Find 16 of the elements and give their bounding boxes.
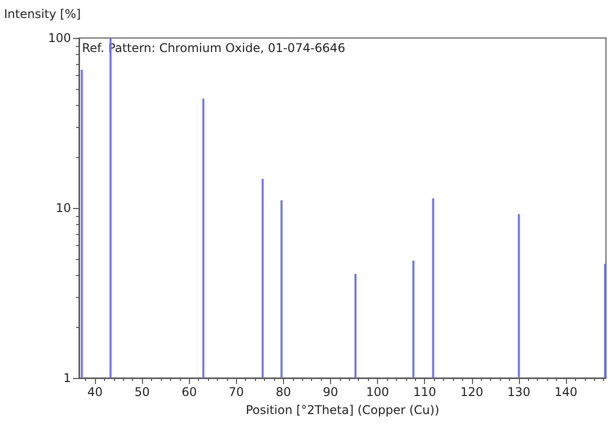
y-tick-label: 1: [63, 371, 71, 385]
x-tick-label: 80: [276, 385, 292, 399]
y-axis-title: Intensity [%]: [4, 7, 81, 21]
x-tick-label: 130: [507, 385, 530, 399]
x-axis-title: Position [°2Theta] (Copper (Cu)): [246, 403, 440, 417]
x-tick-label: 40: [87, 385, 103, 399]
y-tick-label: 100: [48, 31, 71, 45]
x-tick-label: 110: [413, 385, 436, 399]
x-tick-label: 50: [134, 385, 150, 399]
x-tick-label: 70: [228, 385, 244, 399]
x-tick-label: 60: [182, 385, 197, 399]
x-tick-label: 100: [366, 385, 390, 399]
x-tick-label: 90: [322, 385, 338, 399]
y-tick-label: 10: [56, 201, 71, 215]
x-tick-label: 140: [554, 385, 578, 399]
x-tick-label: 120: [460, 385, 484, 399]
